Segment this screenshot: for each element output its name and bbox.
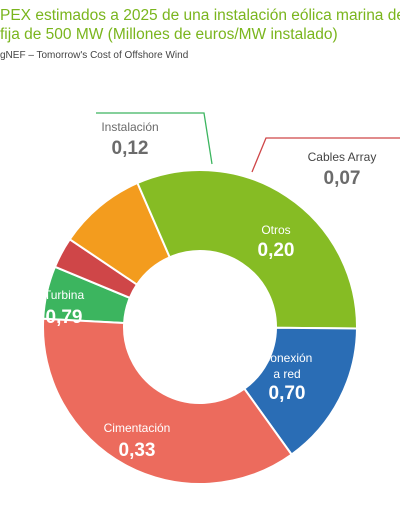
chart-title: PEX estimados a 2025 de una instalación …: [0, 6, 400, 44]
chart-title-line-1: PEX estimados a 2025 de una instalación …: [0, 7, 400, 24]
leader-line-instalacion: [96, 112, 213, 165]
slice-value-instalacion: 0,12: [112, 138, 149, 159]
slice-label-turbina: Turbina: [44, 288, 85, 302]
slice-label-cimentacion: Cimentación: [104, 421, 171, 435]
slice-value-turbina: 0,79: [46, 307, 83, 328]
slice-label-instalacion: Instalación: [101, 120, 158, 134]
slice-turbina: [42, 317, 293, 485]
slice-value-otros: 0,20: [258, 240, 295, 261]
leader-line-cables-array: [251, 137, 400, 173]
slice-value-cimentacion: 0,33: [119, 440, 156, 461]
chart-source: gNEF – Tomorrow's Cost of Offshore Wind: [0, 50, 189, 61]
slice-conexion-a-red: [136, 169, 358, 330]
slice-label-cables-array: Cables Array: [308, 150, 377, 164]
slice-label-conexion-a-red: Conexión a red: [262, 351, 313, 381]
slice-value-conexion-a-red: 0,70: [269, 383, 306, 404]
slice-value-cables-array: 0,07: [324, 168, 361, 189]
slice-cimentacion: [242, 326, 359, 456]
slice-label-otros: Otros: [261, 223, 290, 237]
chart-title-line-2: fija de 500 MW (Millones de euros/MW ins…: [0, 26, 338, 43]
